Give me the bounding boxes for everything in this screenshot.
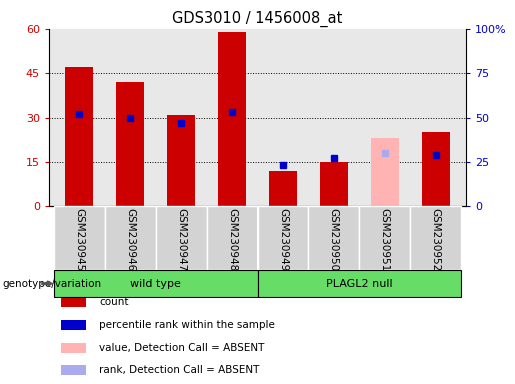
Bar bbox=[156, 206, 207, 270]
Bar bbox=[61, 365, 87, 376]
Text: count: count bbox=[99, 297, 128, 307]
Bar bbox=[54, 206, 105, 270]
Bar bbox=[207, 206, 258, 270]
Bar bbox=[116, 82, 144, 206]
Bar bbox=[320, 162, 348, 206]
Bar bbox=[359, 206, 410, 270]
Bar bbox=[258, 206, 308, 270]
Text: percentile rank within the sample: percentile rank within the sample bbox=[99, 320, 275, 330]
Text: GSM230950: GSM230950 bbox=[329, 208, 339, 271]
Title: GDS3010 / 1456008_at: GDS3010 / 1456008_at bbox=[173, 11, 342, 27]
Bar bbox=[54, 270, 258, 297]
Text: GSM230948: GSM230948 bbox=[227, 208, 237, 271]
Bar bbox=[61, 320, 87, 330]
Text: GSM230946: GSM230946 bbox=[125, 208, 135, 271]
Bar bbox=[105, 206, 156, 270]
Bar bbox=[371, 138, 399, 206]
Bar bbox=[308, 206, 359, 270]
Bar bbox=[410, 206, 461, 270]
Bar bbox=[167, 114, 195, 206]
Text: GSM230945: GSM230945 bbox=[75, 208, 84, 271]
Text: PLAGL2 null: PLAGL2 null bbox=[326, 278, 392, 289]
Bar bbox=[422, 132, 450, 206]
Text: GSM230949: GSM230949 bbox=[278, 208, 288, 271]
Bar bbox=[218, 32, 246, 206]
Text: rank, Detection Call = ABSENT: rank, Detection Call = ABSENT bbox=[99, 365, 260, 375]
Text: GSM230951: GSM230951 bbox=[380, 208, 390, 271]
Bar bbox=[269, 171, 297, 206]
Text: value, Detection Call = ABSENT: value, Detection Call = ABSENT bbox=[99, 343, 264, 353]
Text: GSM230947: GSM230947 bbox=[176, 208, 186, 271]
Bar bbox=[258, 270, 461, 297]
Text: GSM230952: GSM230952 bbox=[431, 208, 440, 271]
Bar bbox=[61, 297, 87, 307]
Bar bbox=[65, 67, 93, 206]
Text: wild type: wild type bbox=[130, 278, 181, 289]
Bar bbox=[61, 343, 87, 353]
Text: genotype/variation: genotype/variation bbox=[3, 278, 101, 289]
